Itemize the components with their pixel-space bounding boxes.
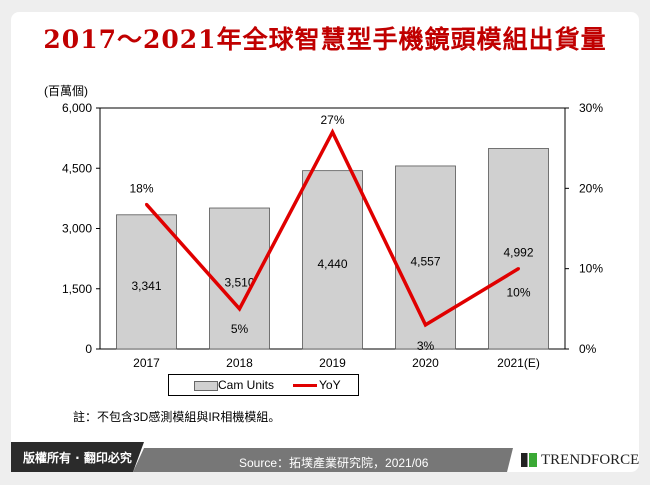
bar [395,165,456,350]
x-tick-label: 2018 [226,356,253,370]
footnote: 註：不包含3D感測模組與IR相機模組。 [73,410,281,424]
trendforce-logo-icon [521,453,537,467]
source-text: Source：拓墣產業研究院，2021/06 [239,456,429,470]
yoy-label: 18% [129,181,153,195]
chart-title: 2017～2021年全球智慧型手機鏡頭模組出貨量 [43,25,607,54]
bar [209,207,270,350]
y-tick-label: 6,000 [62,101,92,115]
yoy-point [517,267,520,271]
yoy-point [145,202,148,206]
bar [488,148,549,350]
yoy-label: 5% [231,322,249,336]
x-tick-label: 2021(E) [497,356,540,370]
yoy-point [424,323,427,327]
bar-value-label: 4,440 [317,257,347,271]
x-tick-label: 2020 [412,356,439,370]
y-axis-label: (百萬個) [44,84,88,98]
bar [302,170,363,350]
yoy-label: 27% [320,113,344,127]
y2-tick-label: 0% [579,342,597,356]
y-tick-label: 0 [85,342,92,356]
bar-value-label: 3,510 [224,276,254,290]
yoy-label: 10% [506,286,530,300]
trendforce-logo: TRENDFORCE [541,452,640,468]
yoy-point [331,130,334,134]
copyright-text: 版權所有 · 翻印必究 [23,451,132,465]
legend-swatch-line [293,384,317,387]
y2-tick-label: 10% [579,262,603,276]
x-tick-label: 2019 [319,356,346,370]
footer: 版權所有 · 翻印必究 Source：拓墣產業研究院，2021/06 TREND… [11,442,639,472]
y-tick-label: 4,500 [62,161,92,175]
y-tick-label: 1,500 [62,282,92,296]
yoy-label: 3% [417,339,435,353]
legend: Cam Units YoY [168,374,359,396]
y2-tick-label: 20% [579,181,603,195]
bar-value-label: 4,992 [503,246,533,260]
bar-value-label: 4,557 [410,254,440,268]
y-tick-label: 3,000 [62,222,92,236]
bar [116,214,177,350]
legend-label-line: YoY [319,378,341,392]
bar-value-label: 3,341 [131,279,161,293]
legend-label-bar: Cam Units [218,378,275,392]
yoy-point [238,307,241,311]
legend-swatch-bar [194,381,218,391]
x-tick-label: 2017 [133,356,160,370]
y2-tick-label: 30% [579,101,603,115]
